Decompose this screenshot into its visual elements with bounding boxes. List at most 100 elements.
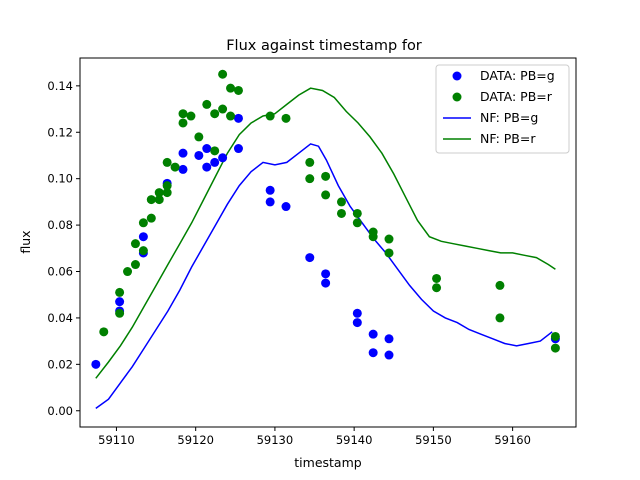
point-data-pb-g	[265, 197, 275, 207]
point-data-pb-g	[91, 359, 101, 369]
x-tick-label: 59110	[98, 433, 135, 447]
point-data-pb-r	[218, 104, 228, 114]
point-data-pb-g	[210, 157, 220, 167]
point-data-pb-r	[550, 343, 560, 353]
point-data-pb-r	[305, 157, 315, 167]
legend-marker	[452, 92, 462, 102]
point-data-pb-r	[202, 99, 212, 109]
chart-title: Flux against timestamp for	[226, 38, 422, 54]
point-data-pb-g	[218, 153, 228, 163]
point-data-pb-g	[281, 202, 291, 212]
x-axis-label: timestamp	[294, 455, 361, 470]
point-data-pb-r	[336, 197, 346, 207]
point-data-pb-r	[146, 213, 156, 223]
point-data-pb-g	[138, 232, 148, 242]
point-data-pb-g	[233, 113, 243, 123]
point-data-pb-g	[194, 150, 204, 160]
x-tick-label: 59130	[257, 433, 294, 447]
y-tick-label: 0.04	[47, 311, 73, 325]
point-data-pb-r	[495, 280, 505, 290]
point-data-pb-r	[336, 208, 346, 218]
point-data-pb-r	[178, 109, 188, 119]
point-data-pb-r	[352, 208, 362, 218]
point-data-pb-r	[138, 218, 148, 228]
y-tick-label: 0.06	[47, 265, 73, 279]
point-data-pb-r	[162, 157, 172, 167]
series-points	[91, 69, 560, 369]
point-data-pb-r	[384, 248, 394, 258]
point-data-pb-r	[115, 308, 125, 318]
point-data-pb-g	[265, 185, 275, 195]
line-nf-pb-r	[95, 87, 556, 379]
point-data-pb-g	[352, 308, 362, 318]
point-data-pb-g	[178, 164, 188, 174]
point-data-pb-g	[368, 329, 378, 339]
point-data-pb-r	[99, 327, 109, 337]
point-data-pb-r	[130, 260, 140, 270]
y-tick-label: 0.10	[47, 172, 73, 186]
point-data-pb-g	[321, 278, 331, 288]
point-data-pb-r	[162, 181, 172, 191]
point-data-pb-r	[178, 118, 188, 128]
x-tick-label: 59150	[415, 433, 452, 447]
legend-label: DATA: PB=g	[480, 68, 555, 83]
point-data-pb-g	[115, 297, 125, 307]
point-data-pb-r	[123, 267, 133, 277]
point-data-pb-r	[321, 190, 331, 200]
legend-label: NF: PB=g	[480, 110, 538, 125]
x-tick-label: 59160	[494, 433, 531, 447]
point-data-pb-g	[202, 162, 212, 172]
y-axis: 0.00 0.02 0.04 0.06 0.08 0.10 0.12 0.14	[47, 79, 80, 418]
point-data-pb-r	[281, 113, 291, 123]
point-data-pb-r	[384, 234, 394, 244]
point-data-pb-r	[130, 239, 140, 249]
point-data-pb-r	[210, 109, 220, 119]
point-data-pb-r	[432, 283, 442, 293]
y-tick-label: 0.02	[47, 357, 73, 371]
point-data-pb-r	[432, 273, 442, 283]
point-data-pb-r	[352, 218, 362, 228]
point-data-pb-r	[154, 195, 164, 205]
point-data-pb-r	[146, 195, 156, 205]
point-data-pb-g	[384, 350, 394, 360]
legend-label: NF: PB=r	[480, 131, 536, 146]
point-data-pb-r	[321, 171, 331, 181]
point-data-pb-r	[218, 69, 228, 79]
legend-label: DATA: PB=r	[480, 89, 553, 104]
y-axis-label: flux	[18, 230, 33, 253]
point-data-pb-r	[226, 111, 236, 121]
point-data-pb-g	[352, 318, 362, 328]
point-data-pb-g	[305, 253, 315, 263]
point-data-pb-r	[265, 111, 275, 121]
point-data-pb-r	[115, 287, 125, 297]
point-data-pb-r	[233, 85, 243, 95]
point-data-pb-r	[368, 232, 378, 242]
y-tick-label: 0.14	[47, 79, 73, 93]
series-lines	[95, 87, 556, 410]
line-nf-pb-g	[95, 143, 553, 410]
y-tick-label: 0.00	[47, 404, 73, 418]
point-data-pb-r	[194, 132, 204, 142]
y-tick-label: 0.08	[47, 218, 73, 232]
point-data-pb-r	[226, 83, 236, 93]
point-data-pb-r	[550, 331, 560, 341]
point-data-pb-r	[495, 313, 505, 323]
x-tick-label: 59140	[336, 433, 373, 447]
point-data-pb-g	[321, 269, 331, 279]
point-data-pb-r	[170, 162, 180, 172]
point-data-pb-r	[305, 174, 315, 184]
legend-marker	[452, 71, 462, 81]
point-data-pb-r	[138, 246, 148, 256]
point-data-pb-g	[233, 144, 243, 154]
plot-frame	[79, 57, 577, 428]
y-tick-label: 0.12	[47, 125, 73, 139]
point-data-pb-g	[178, 148, 188, 158]
point-data-pb-g	[202, 144, 212, 154]
legend: DATA: PB=g DATA: PB=r NF: PB=g NF: PB=r	[435, 64, 570, 154]
point-data-pb-r	[154, 188, 164, 198]
x-tick-label: 59120	[177, 433, 214, 447]
point-data-pb-r	[186, 111, 196, 121]
point-data-pb-g	[368, 348, 378, 358]
point-data-pb-g	[384, 334, 394, 344]
